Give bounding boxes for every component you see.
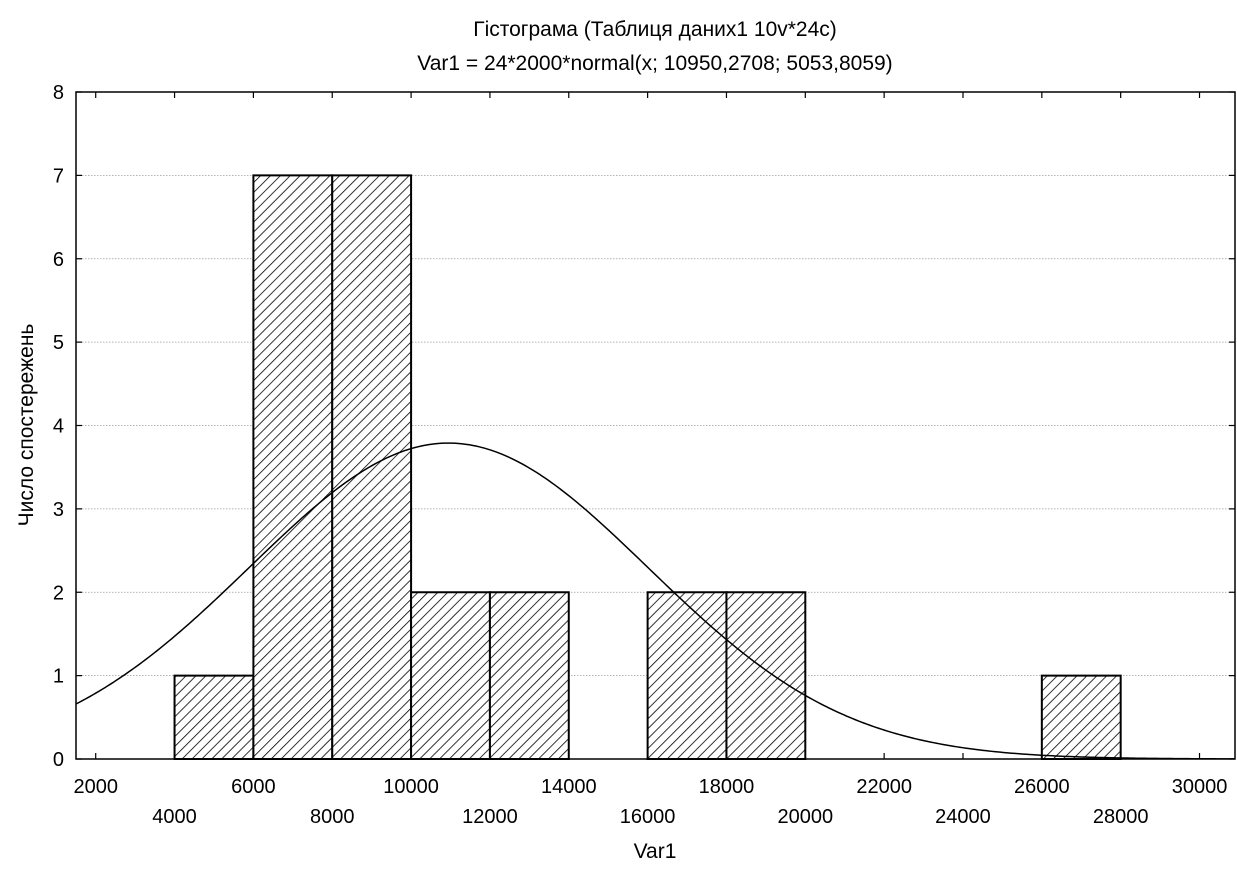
x-tick-labels: 2000 4000 6000 8000 10000 12000 14000 16000 1800… bbox=[73, 776, 1227, 828]
histogram-bar-7 bbox=[1040, 674, 1122, 760]
y-tick-label-1: 1 bbox=[53, 666, 64, 688]
chart-subtitle: Var1 = 24*2000*normal(x; 10950,2708; 505… bbox=[417, 52, 892, 75]
y-tick-label-2: 2 bbox=[53, 582, 64, 604]
y-tick-labels: 0 1 2 3 4 5 6 7 8 bbox=[53, 82, 64, 771]
axis-ticks bbox=[76, 91, 1235, 760]
histogram-bar-0 bbox=[173, 674, 255, 760]
y-tick-label-4: 4 bbox=[53, 416, 64, 438]
y-tick-label-8: 8 bbox=[53, 82, 64, 104]
x-tick-label-10: 22000 bbox=[856, 776, 912, 798]
y-tick-label-6: 6 bbox=[53, 249, 64, 271]
y-tick-label-3: 3 bbox=[53, 499, 64, 521]
x-tick-label-3: 8000 bbox=[310, 806, 355, 828]
x-tick-label-9: 20000 bbox=[777, 806, 833, 828]
x-tick-label-2: 6000 bbox=[231, 776, 276, 798]
x-tick-label-7: 16000 bbox=[620, 806, 676, 828]
x-tick-label-13: 28000 bbox=[1093, 806, 1149, 828]
chart-title: Гістограма (Таблиця даних1 10v*24c) bbox=[473, 18, 837, 41]
histogram-bars bbox=[173, 174, 1122, 760]
y-axis-label: Число спостережень bbox=[15, 324, 38, 527]
histogram-bar-5 bbox=[646, 591, 728, 760]
x-tick-label-8: 18000 bbox=[699, 776, 755, 798]
x-axis-label: Var1 bbox=[634, 840, 677, 863]
x-tick-label-12: 26000 bbox=[1014, 776, 1070, 798]
x-tick-label-6: 14000 bbox=[541, 776, 597, 798]
histogram-bar-1 bbox=[252, 174, 334, 760]
x-tick-label-0: 2000 bbox=[73, 776, 118, 798]
y-tick-label-0: 0 bbox=[53, 749, 64, 771]
x-tick-label-1: 4000 bbox=[152, 806, 197, 828]
x-tick-label-5: 12000 bbox=[462, 806, 518, 828]
histogram-bar-2 bbox=[331, 174, 413, 760]
histogram-bar-6 bbox=[725, 591, 807, 760]
x-tick-label-11: 24000 bbox=[935, 806, 991, 828]
y-tick-label-7: 7 bbox=[53, 165, 64, 187]
x-tick-label-14: 30000 bbox=[1172, 776, 1228, 798]
histogram-bar-3 bbox=[410, 591, 491, 760]
x-tick-label-4: 10000 bbox=[383, 776, 439, 798]
histogram-bar-4 bbox=[488, 591, 570, 760]
y-tick-label-5: 5 bbox=[53, 332, 64, 354]
